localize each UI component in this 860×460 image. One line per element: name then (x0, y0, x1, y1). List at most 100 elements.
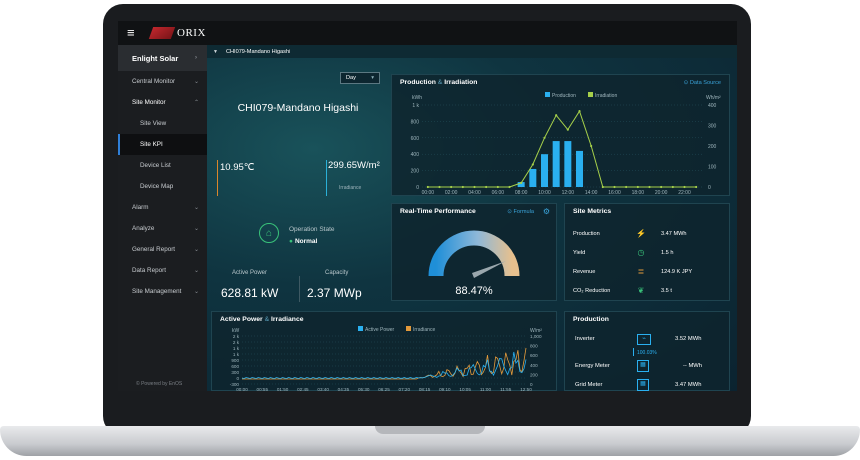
production-row-inverter: Inverter ⌁ 3.52 MWh (575, 334, 725, 345)
y-tick-right: 800 (530, 344, 538, 349)
sidebar-item-label: Site View (140, 120, 167, 127)
y-tick-right: 0 (530, 382, 533, 387)
row-value: 3.47 MWh (675, 382, 702, 388)
x-tick: 12:50 (520, 387, 532, 391)
chevron-down-icon: ⌄ (193, 247, 199, 253)
irradiance-value: 299.65W/m² (328, 160, 380, 171)
panel-title: Production (573, 316, 609, 323)
title-part: Irradiation (444, 79, 478, 86)
x-tick: 02:45 (297, 387, 309, 391)
sidebar-item-data-report[interactable]: Data Report ⌄ (118, 260, 207, 281)
x-tick: 10:05 (459, 387, 471, 391)
point-irradiation (485, 185, 488, 189)
sidebar-item-label: Central Monitor (132, 78, 176, 85)
bar-production (552, 141, 560, 187)
sidebar-item-alarm[interactable]: Alarm ⌄ (118, 197, 207, 218)
sidebar-item-site-view[interactable]: Site View (118, 113, 207, 134)
chevron-up-icon: ⌃ (193, 100, 199, 106)
x-tick: 02:00 (445, 190, 458, 195)
legend-label: Active Power (365, 327, 395, 333)
x-tick: 01:50 (277, 387, 289, 391)
title-amp: & (437, 79, 443, 86)
point-irradiation (531, 163, 534, 166)
panel-title: Site Metrics (573, 208, 612, 215)
sidebar-item-site-kpi[interactable]: Site KPI (118, 134, 207, 155)
performance-gauge: 88.47% (428, 230, 520, 297)
sidebar-item-central-monitor[interactable]: Central Monitor ⌄ (118, 71, 207, 92)
site-metrics-panel: Site Metrics Production ⚡ 3.47 MWh Yield ◷ 1.… (564, 203, 730, 301)
caret-down-icon: ▾ (371, 75, 374, 81)
metric-label: Revenue (573, 268, 596, 275)
sidebar-header-label: Enlight Solar (132, 53, 179, 63)
sidebar-item-label: Data Report (132, 267, 166, 274)
point-irradiation (648, 185, 651, 189)
point-irradiation (613, 185, 616, 189)
breadcrumb-site: CHI079-Mandano Higashi (225, 48, 291, 55)
sidebar-item-site-management[interactable]: Site Management ⌄ (118, 281, 207, 302)
legend-swatch-production (545, 92, 550, 97)
point-irradiation (520, 181, 523, 184)
sidebar-footer: © Powered by EnOS (136, 381, 183, 387)
sidebar-header[interactable]: Enlight Solar › (118, 45, 207, 71)
y-tick-right: 0 (708, 185, 711, 191)
sidebar-item-site-monitor[interactable]: Site Monitor ⌃ (118, 92, 207, 113)
gauge-needle (472, 261, 506, 278)
period-select-value: Day (346, 75, 356, 81)
capacity-label: Capacity (325, 270, 349, 276)
x-tick: 10:00 (538, 190, 551, 195)
sidebar-item-label: Alarm (132, 204, 149, 211)
realtime-performance-panel: Real-Time Performance ⊙ Formula ⚙ 88.47% (391, 203, 557, 301)
brand-name: ORIX (177, 27, 206, 39)
x-tick: 03:40 (317, 387, 329, 391)
x-tick: 08:15 (419, 387, 431, 391)
x-tick: 04:00 (468, 190, 481, 195)
point-irradiation (625, 185, 628, 189)
hamburger-menu-icon[interactable]: ≡ (127, 25, 135, 40)
y-axis-unit-left: kWh (412, 95, 422, 101)
site-summary: Day ▾ CHI079-Mandano Higashi 10.95℃ 299.… (207, 58, 389, 302)
point-irradiation (555, 114, 558, 117)
bar-production (541, 154, 548, 187)
y-tick-left: 2 k (233, 334, 240, 339)
metric-value: 124.9 K JPY (661, 268, 693, 275)
active-power-value: 628.81 kW (221, 286, 279, 300)
y-tick-left: 0 (236, 376, 239, 381)
point-irradiation (496, 185, 499, 189)
sidebar-item-analyze[interactable]: Analyze ⌄ (118, 218, 207, 239)
sidebar-item-label: Site KPI (140, 141, 163, 148)
legend-swatch-irradiation (588, 92, 593, 97)
y-tick-right: 200 (530, 372, 538, 377)
y-axis-unit-right: W/m² (530, 328, 542, 334)
operation-state-label: Operation State (289, 226, 335, 233)
row-label: Grid Meter (575, 382, 603, 388)
metric-label: Yield (573, 249, 586, 256)
x-tick: 12:00 (562, 190, 575, 195)
title-part: Active Power (220, 316, 263, 323)
sidebar-item-label: General Report (132, 246, 176, 253)
y-axis-unit-left: kW (232, 328, 240, 334)
line-irradiance (242, 347, 527, 380)
x-tick: 22:00 (678, 190, 691, 195)
chevron-down-icon: ⌄ (193, 79, 199, 85)
gear-icon[interactable]: ⚙ (542, 207, 550, 216)
formula-link[interactable]: ⊙ Formula (507, 209, 534, 215)
metric-row: Production ⚡ 3.47 MWh (573, 229, 723, 238)
brand-logo: ORIX (148, 26, 206, 40)
period-select[interactable]: Day ▾ (340, 72, 380, 84)
sidebar-item-device-map[interactable]: Device Map (118, 176, 207, 197)
point-irradiation (543, 136, 546, 139)
sidebar-item-general-report[interactable]: General Report ⌄ (118, 239, 207, 260)
sidebar-item-device-list[interactable]: Device List (118, 155, 207, 176)
y-tick-left: 1 k (412, 103, 419, 109)
metric-value: 1.5 h (661, 249, 674, 256)
caret-down-icon[interactable]: ▼ (213, 48, 218, 55)
y-tick-left: 2 k (233, 340, 240, 345)
irradiance-label: Irradiance (339, 185, 362, 191)
operation-state-status: ● Normal (289, 238, 317, 245)
legend-label: Irradiation (595, 93, 617, 99)
active-power-irradiance-panel: Active Power & Irradiance Active Power Ir… (211, 311, 557, 391)
bar-production (564, 141, 572, 187)
breadcrumb: ▼ CHI079-Mandano Higashi (207, 45, 737, 58)
data-source-link[interactable]: ⊙ Data Source (683, 80, 721, 86)
line-irradiation (427, 110, 697, 188)
